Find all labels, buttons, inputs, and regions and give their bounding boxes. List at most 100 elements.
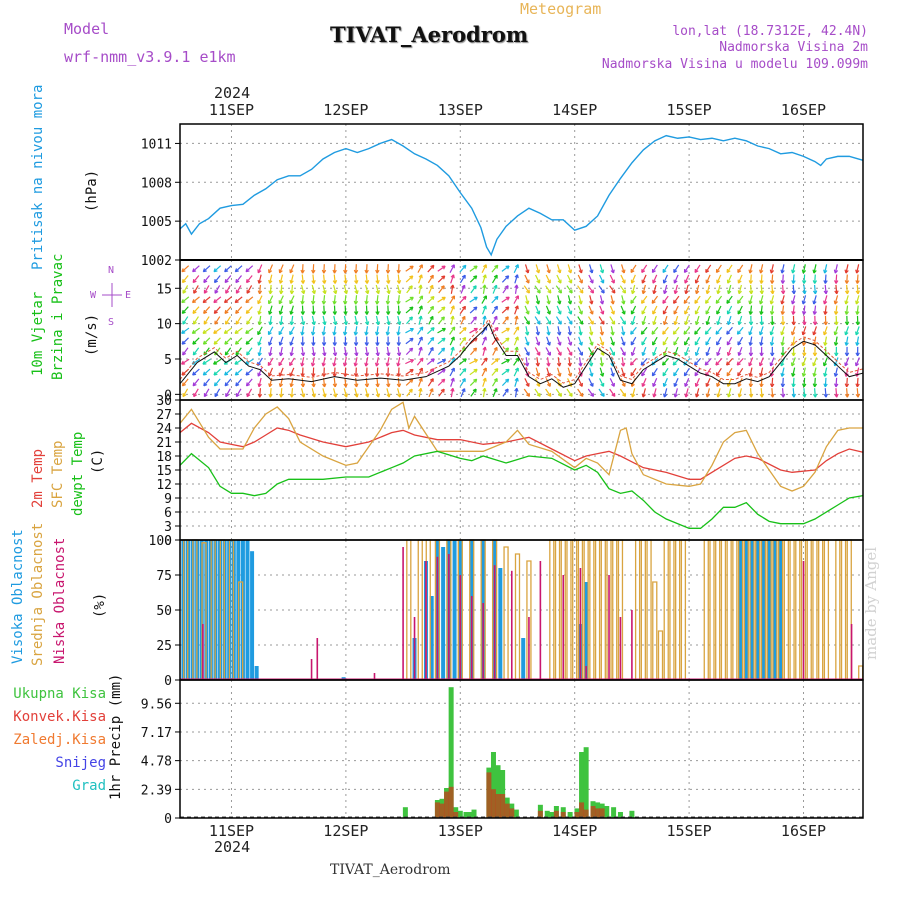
- wind-arrow-head: [844, 393, 848, 398]
- wind-arrow-head: [844, 341, 847, 346]
- model-name: wrf-nmm_v3.9.1 e1km: [64, 48, 236, 66]
- wind-arrow-head: [524, 362, 528, 367]
- wind-arrow: [706, 315, 711, 325]
- wind-arrow: [397, 274, 400, 284]
- mid-cloud-bar: [675, 539, 681, 680]
- wind-arrow-head: [579, 352, 583, 356]
- wind-arrow: [726, 264, 733, 273]
- wind-arrow: [802, 264, 806, 274]
- wind-arrow-head: [759, 321, 763, 326]
- wind-arrow: [258, 377, 262, 387]
- wind-arrow-head: [386, 321, 390, 326]
- wind-arrow-head: [234, 299, 238, 303]
- wind-arrow: [814, 377, 816, 387]
- wind-arrow: [322, 346, 326, 356]
- wind-arrow-head: [590, 394, 594, 397]
- wind-arrow-head: [375, 342, 378, 346]
- wind-arrow: [333, 315, 337, 325]
- wind-arrow-head: [759, 280, 762, 284]
- wind-arrow-head: [432, 296, 435, 301]
- wind-arrow: [599, 336, 604, 346]
- wind-arrow-head: [736, 330, 739, 335]
- low-cloud-bar: [459, 575, 462, 680]
- wind-arrow-head: [411, 338, 414, 342]
- wind-arrow: [235, 275, 242, 283]
- wind-arrow: [269, 315, 272, 325]
- wind-arrow-head: [192, 340, 195, 345]
- wind-arrow: [416, 357, 424, 366]
- wind-arrow: [182, 347, 189, 356]
- total-precip-bar: [579, 752, 585, 818]
- mid-cloud-bar: [237, 581, 244, 680]
- wind-arrow: [694, 295, 701, 304]
- wind-arrow: [192, 368, 200, 376]
- wind-arrow-head: [621, 332, 625, 336]
- wind-arrow: [514, 305, 519, 315]
- wind-arrow: [312, 346, 315, 356]
- wind-arrow: [438, 316, 445, 325]
- wind-arrow: [791, 295, 796, 305]
- wind-arrow: [355, 295, 358, 305]
- wind-arrow: [459, 264, 467, 273]
- wind-arrow-head: [610, 373, 614, 377]
- wind-arrow-head: [834, 280, 837, 284]
- wind-arrow: [588, 367, 593, 377]
- wind-arrow: [469, 368, 478, 376]
- wind-arrow: [405, 275, 414, 283]
- wind-arrow: [695, 305, 701, 315]
- wind-arrow: [257, 367, 263, 377]
- wind-arrow: [705, 295, 712, 304]
- model-elevation-text: Nadmorska Visina u modelu 109.099m: [601, 57, 868, 72]
- wind-arrow: [662, 305, 669, 315]
- wind-arrow-head: [375, 300, 378, 305]
- mid-cloud-bar: [526, 560, 532, 680]
- wind-arrow-head: [516, 274, 519, 279]
- wind-arrow: [213, 368, 222, 376]
- wind-arrow: [280, 284, 283, 294]
- wind-arrow: [290, 305, 294, 315]
- wind-arrow-head: [475, 296, 478, 301]
- low-cloud-bar: [528, 617, 530, 680]
- wind-arrow-head: [507, 275, 510, 280]
- high-cloud-bar: [429, 596, 434, 680]
- wind-arrow: [642, 346, 647, 356]
- wind-arrow-head: [610, 332, 614, 336]
- wind-arrow-head: [568, 290, 573, 294]
- wind-arrow-head: [610, 383, 615, 387]
- wind-arrow: [685, 284, 689, 294]
- wind-arrow: [417, 264, 423, 273]
- wind-arrow: [513, 357, 520, 366]
- wind-arrow-head: [525, 321, 530, 325]
- wind-panel: W ENS: [90, 264, 863, 398]
- wind-arrow-head: [651, 330, 654, 335]
- wind-arrow-head: [289, 352, 292, 356]
- wind-arrow: [333, 274, 336, 284]
- wind-arrow: [534, 274, 541, 284]
- wind-arrow-head: [812, 372, 815, 377]
- wind-arrow-head: [610, 342, 615, 346]
- wind-arrow: [674, 284, 678, 294]
- wind-arrow-head: [364, 383, 368, 388]
- wind-arrow: [846, 284, 848, 294]
- wind-arrow: [630, 295, 637, 304]
- compass-w: W: [90, 290, 97, 301]
- wind-arrow: [620, 305, 626, 315]
- wind-arrow: [203, 285, 210, 294]
- wind-arrow: [589, 326, 593, 336]
- wind-arrow-head: [202, 268, 206, 272]
- wind-arrow-head: [621, 373, 625, 377]
- wind-arrow-head: [203, 309, 206, 314]
- low-cloud-bar: [310, 659, 313, 680]
- wind-arrow: [267, 357, 274, 366]
- wind-arrow: [322, 284, 326, 294]
- mid-cloud-bar: [210, 539, 216, 680]
- wind-arrow-head: [611, 394, 616, 397]
- wind-arrow-head: [192, 268, 195, 272]
- wind-arrow: [354, 315, 358, 325]
- wind-arrow-head: [812, 290, 816, 295]
- wind-arrow: [631, 274, 636, 284]
- wind-arrow-head: [279, 290, 282, 295]
- wind-arrow: [587, 285, 594, 294]
- wind-arrow-head: [484, 388, 487, 392]
- wind-arrow: [428, 316, 434, 325]
